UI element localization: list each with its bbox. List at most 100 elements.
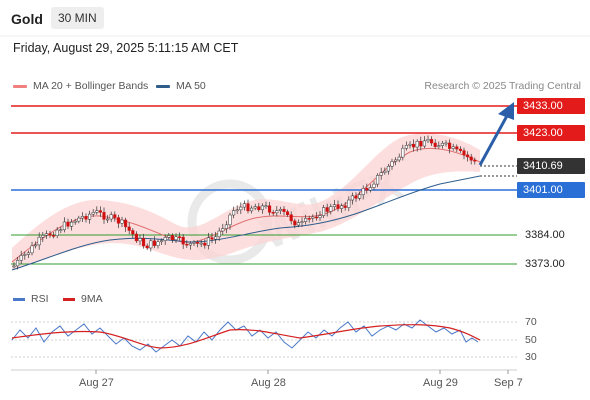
candle-body [199,242,203,245]
candle-body [426,139,430,142]
legend-item-ma50: MA 50 [156,80,206,92]
rsi-legend-label: RSI [31,293,49,305]
candle-body [379,172,383,176]
candle-body [361,188,365,195]
legend-label-ma20: MA 20 + Bollinger Bands [33,80,149,92]
candle-body [329,206,333,212]
candle-body [12,265,16,268]
candle-body [325,207,329,212]
candle-body [437,145,441,147]
candle-body [444,142,448,145]
candle-body [170,235,174,241]
candle-body [149,240,153,249]
candle-body [55,229,59,236]
candle-body [232,210,236,216]
candle-body [415,140,419,148]
candle-body [26,252,30,255]
rsi-9ma-line [11,324,481,349]
rsi-level-30: 30 [525,351,537,363]
candle-body [156,241,160,246]
candle-body [52,235,56,237]
candle-body [268,205,272,213]
candle-body [138,238,142,242]
candle-body [80,216,84,219]
candle-body [401,147,405,158]
candle-body [228,214,232,226]
candle-body [210,237,214,240]
candle-body [167,235,171,238]
candle-body [390,161,394,167]
candle-body [120,219,124,224]
candle-body [152,240,156,246]
candle-body [23,254,27,256]
candle-body [203,242,207,246]
candle-body [275,210,279,214]
candle-body [455,146,459,150]
candle-body [264,205,268,208]
candle-body [282,208,286,212]
candle-body [185,243,189,246]
ma50-swatch-icon [156,84,170,88]
candle-body [62,221,66,230]
candle-body [102,212,106,220]
candle-body [440,142,444,146]
timeframe-badge[interactable]: 30 MIN [51,7,104,29]
candle-body [95,210,99,213]
candle-body [214,236,218,240]
price-tag-3433: 3433.00 [517,98,585,114]
candle-body [365,188,369,191]
candle-body [340,205,344,209]
candle-body [91,212,95,215]
9ma-swatch-icon [63,297,75,301]
candle-body [376,175,380,185]
candle-body [304,218,308,222]
candle-body [322,207,326,216]
candle-body [235,209,239,212]
candle-body [318,215,322,218]
candle-body [448,142,452,149]
price-tag-last: 3410.69 [517,158,585,174]
candle-body [343,205,347,208]
price-label-3373: 3373.00 [525,258,565,270]
candle-body [412,143,416,148]
x-label-sep7: Sep 7 [494,377,523,389]
candle-body [127,226,131,231]
candle-body [37,236,41,246]
candle-body [462,150,466,156]
candle-body [430,139,434,144]
candle-body [41,235,45,238]
ma50-line [11,175,481,271]
rsi-9ma-legend-label: 9MA [81,293,103,305]
candle-body [332,204,336,208]
candle-body [419,140,423,147]
candle-body [469,156,473,161]
candle-body [307,218,311,220]
candle-body [48,233,52,236]
legend-label-ma50: MA 50 [176,80,206,92]
candle-body [131,230,135,235]
candle-body [372,183,376,188]
candle-body [257,206,261,211]
candle-body [466,154,470,158]
candle-body [278,208,282,211]
projection-arrow [478,102,514,166]
candle-body [196,242,200,244]
candlestick-series [12,135,477,270]
copyright-text: Research © 2025 Trading Central [424,80,581,92]
candle-body [473,159,477,162]
legend-item-ma20-bollinger: MA 20 + Bollinger Bands [13,80,148,92]
candle-body [354,195,358,199]
price-tag-3423: 3423.00 [517,125,585,141]
candle-body [116,217,120,224]
candle-body [106,218,110,221]
candle-body [404,145,408,149]
candle-body [286,211,290,215]
candle-body [221,228,225,232]
candle-body [30,245,34,254]
candle-body [145,245,149,249]
rsi-swatch-icon [13,297,25,301]
candle-body [224,224,228,229]
candle-body [19,255,23,261]
candle-body [163,237,167,241]
